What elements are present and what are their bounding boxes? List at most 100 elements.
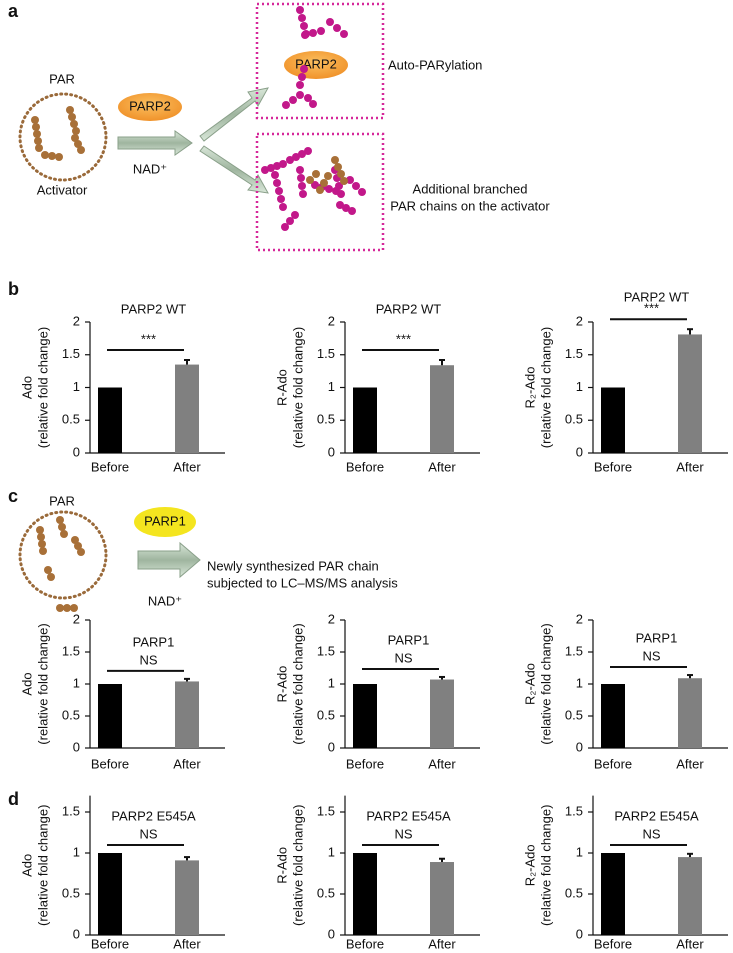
bead (340, 177, 348, 185)
bead (74, 542, 82, 550)
bead (282, 101, 290, 109)
y-tick-label: 0 (73, 926, 80, 941)
y-tick-label: 1.5 (317, 643, 335, 658)
bead (275, 187, 283, 195)
bar (678, 334, 702, 453)
bead (44, 566, 52, 574)
chart-title: PARP2 E545A (111, 808, 196, 823)
bead (77, 146, 85, 154)
bead (60, 530, 68, 538)
panel-label: a (8, 1, 19, 21)
y-tick-label: 1.5 (565, 346, 583, 361)
bead (291, 211, 299, 219)
y-tick-label: 2 (328, 611, 335, 626)
bead (311, 181, 319, 189)
significance-label: NS (642, 648, 660, 663)
y-tick-label: 0.5 (565, 885, 583, 900)
y-tick-label: 1.5 (62, 803, 80, 818)
bead (47, 573, 55, 581)
bead (298, 73, 306, 81)
y-axis-label: (relative fold change) (538, 805, 553, 926)
y-axis-label: (relative fold change) (290, 327, 305, 448)
bead (331, 156, 339, 164)
y-tick-label: 0 (328, 739, 335, 754)
y-tick-label: 0 (328, 444, 335, 459)
bead (281, 223, 289, 231)
bead (71, 134, 79, 142)
chart-title: PARP1 (636, 630, 678, 645)
bar (98, 387, 122, 453)
y-tick-label: 0.5 (62, 707, 80, 722)
bead (300, 65, 308, 73)
bead (337, 190, 345, 198)
x-tick-label: After (173, 459, 201, 474)
enzyme (134, 507, 196, 537)
label: Additional branched (413, 181, 528, 196)
y-tick-label: 0.5 (62, 412, 80, 427)
bar (430, 365, 454, 453)
chart-title: PARP2 E545A (366, 808, 451, 823)
bead (74, 140, 82, 148)
significance-label: *** (396, 331, 411, 346)
bead (277, 195, 285, 203)
x-tick-label: Before (346, 459, 384, 474)
bead (309, 100, 317, 108)
x-tick-label: After (173, 756, 201, 771)
y-tick-label: 1.5 (565, 803, 583, 818)
bead (298, 182, 306, 190)
y-tick-label: 1 (73, 675, 80, 690)
bead (317, 27, 325, 35)
x-tick-label: After (428, 936, 456, 951)
y-axis-label: (relative fold change) (35, 623, 50, 744)
bead (70, 604, 78, 612)
bead (316, 186, 324, 194)
y-tick-label: 0 (576, 739, 583, 754)
y-tick-label: 0.5 (317, 707, 335, 722)
bead (320, 179, 328, 187)
bead (72, 127, 80, 135)
label: PAR (49, 493, 75, 508)
y-tick-label: 0 (576, 926, 583, 941)
y-axis-label: (relative fold change) (290, 623, 305, 744)
bar (353, 684, 377, 748)
bead (286, 156, 294, 164)
y-tick-label: 2 (328, 313, 335, 328)
x-tick-label: After (676, 459, 704, 474)
par-pool (18, 510, 108, 600)
bead (66, 106, 74, 114)
y-tick-label: 1 (328, 379, 335, 394)
y-tick-label: 1 (73, 379, 80, 394)
label: subjected to LC–MS/MS analysis (207, 575, 398, 590)
bead (334, 163, 342, 171)
significance-label: NS (394, 826, 412, 841)
bead (337, 170, 345, 178)
x-tick-label: After (428, 756, 456, 771)
bead (326, 18, 334, 26)
y-tick-label: 1.5 (62, 346, 80, 361)
box (255, 132, 385, 252)
label: Newly synthesized PAR chain (207, 558, 379, 573)
bead (312, 170, 320, 178)
significance-label: NS (139, 826, 157, 841)
bead (48, 152, 56, 160)
y-tick-label: 2 (576, 611, 583, 626)
y-tick-label: 2 (73, 611, 80, 626)
x-tick-label: Before (91, 459, 129, 474)
arrow (137, 541, 201, 579)
y-tick-label: 2 (73, 313, 80, 328)
bead (296, 91, 304, 99)
y-tick-label: 1.5 (317, 346, 335, 361)
bar (601, 684, 625, 748)
significance-label: NS (139, 652, 157, 667)
bead (304, 94, 312, 102)
bead (36, 526, 44, 534)
bar (175, 860, 199, 935)
bead (279, 160, 287, 168)
label: PARP1 (144, 513, 186, 528)
bead (41, 151, 49, 159)
y-axis-label: R₂-Ado (522, 367, 537, 409)
bar (601, 387, 625, 453)
significance-label: NS (642, 826, 660, 841)
bead (352, 182, 360, 190)
bead (55, 153, 63, 161)
